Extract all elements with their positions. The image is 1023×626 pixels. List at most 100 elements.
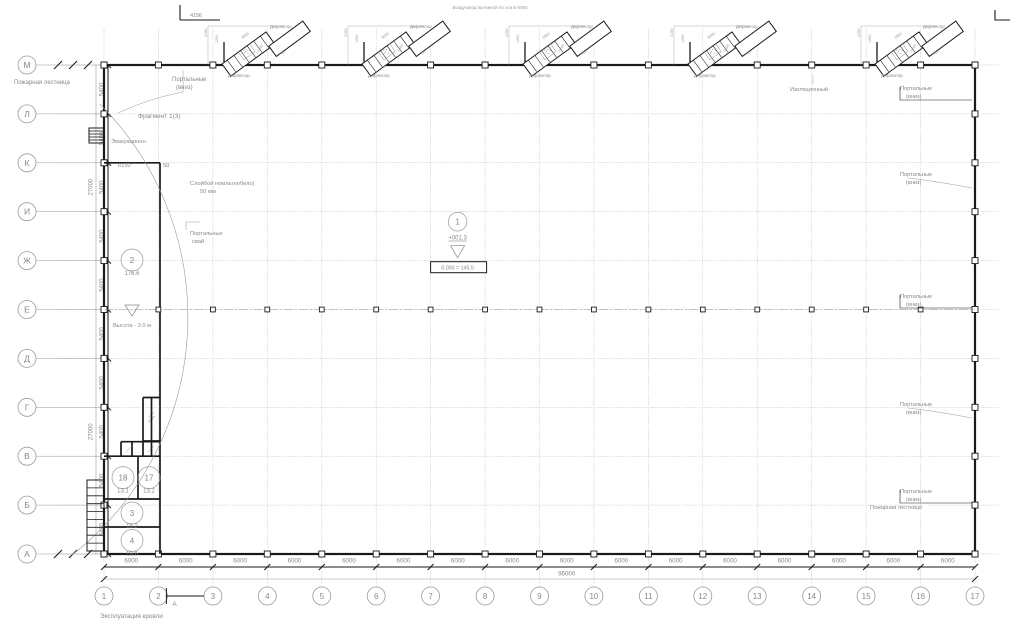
svg-text:6150: 6150 xyxy=(118,163,131,169)
svg-text:Портальные: Портальные xyxy=(900,86,932,92)
svg-text:Эвакуационн.: Эвакуационн. xyxy=(111,139,148,145)
svg-text:В: В xyxy=(24,451,30,461)
svg-text:13.1: 13.1 xyxy=(117,489,129,495)
svg-text:15: 15 xyxy=(862,592,871,601)
svg-text:1250: 1250 xyxy=(681,35,685,43)
svg-text:16: 16 xyxy=(916,592,925,601)
svg-text:4156: 4156 xyxy=(857,29,861,37)
svg-text:Портальные: Портальные xyxy=(900,172,932,178)
svg-text:6000: 6000 xyxy=(778,558,792,565)
svg-text:2: 2 xyxy=(156,592,161,601)
svg-text:3: 3 xyxy=(211,592,216,601)
svg-text:(вниз): (вниз) xyxy=(176,85,193,91)
svg-text:Дефлектор: Дефлектор xyxy=(736,24,758,29)
svg-text:6000: 6000 xyxy=(505,558,519,565)
svg-text:6000: 6000 xyxy=(560,558,574,565)
svg-text:Дефлектор: Дефлектор xyxy=(368,73,390,78)
svg-text:96000: 96000 xyxy=(558,571,576,578)
svg-text:4: 4 xyxy=(130,537,135,546)
svg-text:30°: 30° xyxy=(280,51,286,55)
svg-text:Эксплуатация кровли: Эксплуатация кровли xyxy=(100,613,163,620)
svg-text:18.2: 18.2 xyxy=(126,524,138,530)
svg-text:6000: 6000 xyxy=(723,558,737,565)
svg-text:1250: 1250 xyxy=(355,35,359,43)
svg-text:Б: Б xyxy=(24,500,30,510)
svg-text:11: 11 xyxy=(644,592,653,601)
svg-text:0.000 = 145.5: 0.000 = 145.5 xyxy=(441,266,474,272)
svg-text:К: К xyxy=(25,158,30,168)
svg-text:Л: Л xyxy=(24,109,30,119)
svg-text:6000: 6000 xyxy=(179,558,193,565)
svg-text:6000: 6000 xyxy=(233,558,247,565)
svg-text:6000: 6000 xyxy=(124,558,138,565)
svg-text:6: 6 xyxy=(374,592,379,601)
svg-text:Д: Д xyxy=(24,353,30,363)
svg-text:17: 17 xyxy=(145,474,154,483)
svg-text:Дефлектор: Дефлектор xyxy=(529,73,551,78)
svg-text:30°: 30° xyxy=(420,51,426,55)
svg-text:30°: 30° xyxy=(746,51,752,55)
svg-text:176.6: 176.6 xyxy=(124,271,140,277)
svg-text:5: 5 xyxy=(320,592,325,601)
svg-text:(вниз): (вниз) xyxy=(906,302,922,308)
svg-text:30°: 30° xyxy=(581,51,587,55)
svg-text:Дефлектор: Дефлектор xyxy=(571,24,593,29)
svg-text:Дефлектор: Дефлектор xyxy=(694,73,716,78)
svg-text:4: 4 xyxy=(265,592,270,601)
svg-text:4156: 4156 xyxy=(670,29,674,37)
svg-text:8: 8 xyxy=(483,592,488,601)
svg-text:6000: 6000 xyxy=(669,558,683,565)
svg-text:4156: 4156 xyxy=(190,13,202,19)
svg-text:6000: 6000 xyxy=(342,558,356,565)
svg-text:(вниз): (вниз) xyxy=(906,410,922,416)
svg-text:Портальные: Портальные xyxy=(900,402,932,408)
svg-text:30°: 30° xyxy=(933,51,939,55)
svg-text:Портальные: Портальные xyxy=(172,77,207,83)
svg-text:Дефлектор: Дефлектор xyxy=(923,24,945,29)
svg-text:(вниз): (вниз) xyxy=(906,180,922,186)
svg-text:Г: Г xyxy=(25,402,30,412)
svg-text:+001.3: +001.3 xyxy=(448,236,467,242)
svg-text:1: 1 xyxy=(102,592,107,601)
svg-text:A: A xyxy=(172,601,177,608)
svg-text:Пожарная лестница: Пожарная лестница xyxy=(14,80,71,86)
svg-text:50 мм: 50 мм xyxy=(200,189,216,195)
svg-text:6000: 6000 xyxy=(288,558,302,565)
svg-text:1250: 1250 xyxy=(868,35,872,43)
svg-text:И: И xyxy=(24,207,30,217)
svg-text:6000: 6000 xyxy=(941,558,955,565)
svg-text:Дефлектор: Дефлектор xyxy=(270,24,292,29)
svg-text:13: 13 xyxy=(753,592,762,601)
svg-text:М: М xyxy=(23,60,30,70)
svg-text:13.2: 13.2 xyxy=(143,489,155,495)
svg-text:(вниз): (вниз) xyxy=(906,497,922,503)
svg-text:Дефлектор: Дефлектор xyxy=(410,24,432,29)
svg-text:7: 7 xyxy=(428,592,433,601)
svg-text:Воздуховод вытяжной по оси Б-5: Воздуховод вытяжной по оси Б-5000 xyxy=(453,5,528,10)
svg-text:17: 17 xyxy=(971,592,980,601)
svg-text:Высота - 3.0 м: Высота - 3.0 м xyxy=(113,323,151,329)
svg-text:27000: 27000 xyxy=(89,178,95,195)
svg-text:Портальные: Портальные xyxy=(900,489,932,495)
svg-text:Портальные: Портальные xyxy=(900,294,932,300)
svg-text:3: 3 xyxy=(130,509,135,518)
svg-text:50: 50 xyxy=(163,163,169,169)
svg-text:4156: 4156 xyxy=(204,29,208,37)
svg-text:1250: 1250 xyxy=(215,35,219,43)
svg-text:4156: 4156 xyxy=(344,29,348,37)
svg-text:9: 9 xyxy=(537,592,542,601)
svg-text:1: 1 xyxy=(455,218,460,227)
svg-text:6000: 6000 xyxy=(886,558,900,565)
svg-text:Слойбой номльтнобело): Слойбой номльтнобело) xyxy=(190,180,255,187)
svg-text:Дефлектор: Дефлектор xyxy=(228,73,250,78)
svg-text:Фрагмент 1(3): Фрагмент 1(3) xyxy=(138,113,181,120)
svg-text:27000: 27000 xyxy=(89,423,95,440)
svg-text:Е: Е xyxy=(24,305,30,315)
svg-text:свай: свай xyxy=(192,238,204,245)
svg-text:6000: 6000 xyxy=(832,558,846,565)
svg-text:10: 10 xyxy=(589,592,598,601)
svg-text:18: 18 xyxy=(119,474,128,483)
svg-text:Изоляционный: Изоляционный xyxy=(790,86,828,93)
svg-text:А: А xyxy=(24,549,30,559)
svg-text:(вниз): (вниз) xyxy=(906,94,922,100)
